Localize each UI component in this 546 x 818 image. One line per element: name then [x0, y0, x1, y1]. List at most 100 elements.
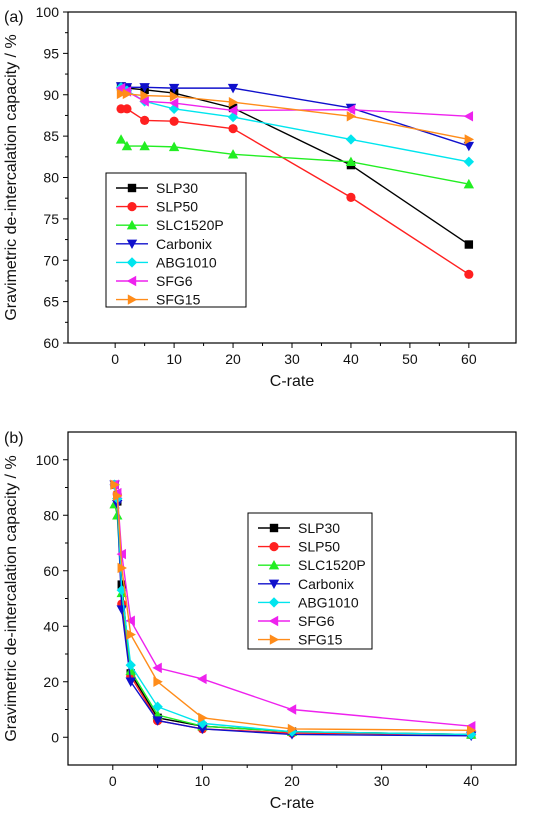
series-slp50 [116, 104, 474, 279]
y-tick-label: 75 [43, 211, 59, 227]
legend-marker [126, 257, 138, 268]
x-tick-label: 30 [284, 351, 300, 367]
legend-marker [268, 615, 279, 627]
y-tick-label: 60 [43, 335, 59, 351]
legend-entry: SLP50 [116, 199, 198, 215]
x-axis-label: C-rate [270, 795, 315, 812]
legend-marker [269, 634, 280, 645]
legend-entry: Carbonix [116, 236, 212, 252]
data-point [227, 105, 238, 116]
data-point [345, 134, 357, 145]
data-point [139, 140, 150, 151]
chart-panel-a: 0 10 20 30 40 50 60 60 65 70 75 80 85 90 95 100 C-rate Gr… [3, 4, 517, 390]
x-tick-label: 20 [284, 773, 300, 789]
data-point [169, 116, 179, 126]
series-sfg15 [110, 479, 477, 736]
x-tick-label: 20 [225, 351, 241, 367]
legend-marker [269, 523, 279, 533]
data-point [116, 88, 127, 100]
data-point [228, 124, 238, 134]
y-tick-label: 95 [43, 45, 59, 61]
data-point [168, 83, 180, 94]
series-sfg15 [116, 88, 475, 145]
data-point [110, 479, 120, 490]
series-line [113, 484, 472, 732]
data-point [464, 134, 475, 145]
legend-label: SLC1520P [156, 217, 224, 233]
panel-label: (a) [4, 9, 24, 26]
data-point [152, 662, 162, 674]
legend-marker [269, 542, 279, 552]
data-point [168, 97, 179, 109]
x-tick-label: 50 [402, 351, 418, 367]
data-point [197, 724, 208, 735]
data-point [116, 584, 127, 596]
data-point [139, 96, 149, 107]
data-point [126, 629, 136, 640]
data-point [345, 156, 357, 166]
legend-entry: Carbonix [258, 576, 354, 592]
legend-marker [268, 597, 280, 608]
data-point [346, 192, 356, 202]
data-point [464, 240, 474, 249]
y-tick-label: 80 [43, 170, 59, 186]
legend-marker [127, 202, 137, 212]
y-tick-label: 20 [43, 674, 59, 690]
y-tick-label: 60 [43, 563, 59, 579]
legend-entry: ABG1010 [258, 594, 359, 610]
data-point [139, 83, 150, 93]
x-tick-label: 10 [166, 351, 182, 367]
y-tick-label: 100 [36, 4, 60, 20]
legend-label: SFG15 [156, 292, 201, 308]
series-abg1010 [115, 82, 475, 167]
panel-label: (b) [4, 430, 24, 447]
data-point [345, 104, 356, 115]
legend-label: ABG1010 [298, 594, 359, 610]
data-point [153, 676, 163, 687]
x-tick-label: 30 [374, 773, 390, 789]
legend-label: SLP30 [298, 520, 340, 536]
y-tick-label: 65 [43, 294, 59, 310]
data-point [125, 659, 136, 671]
legend-entry: SLC1520P [116, 217, 224, 233]
legend-marker [126, 275, 137, 287]
legend-entry: SFG15 [258, 632, 343, 648]
data-point [227, 83, 239, 94]
y-tick-label: 90 [43, 87, 59, 103]
legend-entry: ABG1010 [116, 254, 217, 270]
x-axis-label: C-rate [270, 373, 315, 390]
data-point [117, 562, 127, 574]
data-point [122, 88, 133, 100]
legend-label: Carbonix [298, 576, 354, 592]
data-point [467, 725, 477, 736]
legend-marker [268, 560, 280, 570]
x-tick-label: 10 [195, 773, 211, 789]
y-tick-label: 0 [51, 729, 59, 745]
legend-entry: SFG6 [116, 273, 193, 289]
y-axis-label: Gravimetric de-intercalation capacity / … [3, 34, 20, 320]
data-point [125, 615, 135, 626]
data-point [152, 716, 163, 726]
legend-label: SLP50 [298, 539, 340, 555]
y-tick-label: 85 [43, 128, 59, 144]
legend-entry: SLC1520P [258, 557, 366, 573]
data-point [228, 96, 239, 108]
x-tick-label: 40 [463, 773, 479, 789]
data-point [115, 134, 127, 144]
data-point [122, 104, 132, 114]
data-point [463, 141, 475, 152]
legend-label: SLP30 [156, 180, 198, 196]
legend-entry: SFG15 [116, 292, 201, 308]
data-point [140, 90, 150, 101]
data-point [463, 178, 475, 189]
legend: SLP30 SLP50 SLC1520P Carbonix ABG1010 SFG6 SFG… [105, 172, 247, 308]
legend-box [247, 512, 373, 650]
data-point [168, 141, 180, 152]
data-point [113, 490, 123, 502]
data-point [125, 677, 136, 687]
legend-entry: SLP30 [258, 520, 340, 536]
data-point [140, 115, 150, 126]
x-tick-label: 40 [343, 351, 359, 367]
data-point [464, 269, 474, 279]
